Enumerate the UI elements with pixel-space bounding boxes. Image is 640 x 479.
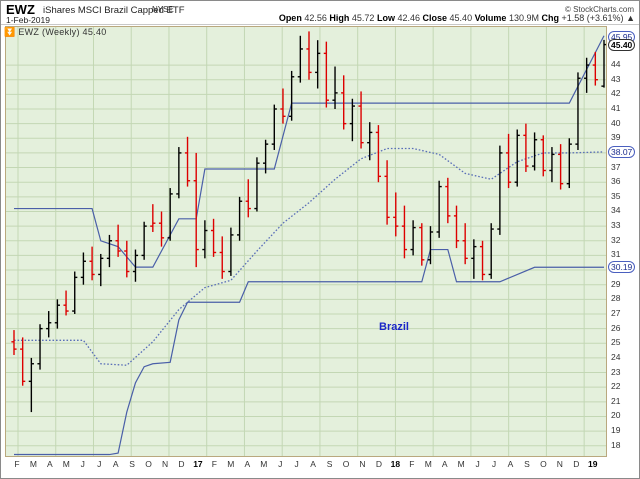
price-axis-tick: 41 xyxy=(611,102,621,113)
price-axis-value-box: 30.19 xyxy=(608,261,636,274)
change-up-arrow-icon: ▲ xyxy=(626,13,635,23)
ohlc-bar-icon: ⏬ xyxy=(4,28,16,38)
date-axis-month-label: J xyxy=(475,459,480,469)
source-attribution: © StockCharts.com xyxy=(564,5,634,14)
series-legend: ⏬ EWZ (Weekly) 45.40 xyxy=(4,27,107,38)
date-axis-month-label: S xyxy=(326,459,333,469)
date-axis-month-label: M xyxy=(62,459,70,469)
date-axis-month-label: F xyxy=(14,459,20,469)
price-axis-tick: 43 xyxy=(611,73,621,84)
price-axis-tick: 18 xyxy=(611,439,621,450)
volume-label: Volume xyxy=(474,13,507,23)
low-label: Low xyxy=(376,13,395,23)
high-label: High xyxy=(329,13,350,23)
date-axis-month-label: M xyxy=(260,459,268,469)
price-axis-tick: 44 xyxy=(611,59,621,70)
price-axis-tick: 36 xyxy=(611,176,621,187)
price-axis-tick: 21 xyxy=(611,395,621,406)
price-axis-tick: 35 xyxy=(611,190,621,201)
date-axis-month-label: A xyxy=(310,459,316,469)
date-axis-month-label: D xyxy=(178,459,185,469)
date-axis-month-label: A xyxy=(112,459,119,469)
price-axis-tick: 34 xyxy=(611,205,621,216)
price-axis-tick: 40 xyxy=(611,117,621,128)
date-axis-year-label: 19 xyxy=(588,459,598,469)
date-axis-month-label: O xyxy=(145,459,152,469)
date-axis-month-label: M xyxy=(457,459,465,469)
open-value: 42.56 xyxy=(304,13,327,23)
lower-step-line xyxy=(14,248,604,456)
price-axis-tick: 19 xyxy=(611,425,621,436)
date-axis-month-label: J xyxy=(294,459,299,469)
date-axis-month-label: S xyxy=(524,459,530,469)
date-axis-month-label: J xyxy=(491,459,497,469)
date-axis: F M A M J J A S O N D 17 F M A M J J A S O N D 18 F M A M J J A S O N D 19 xyxy=(5,459,607,477)
date-axis-month-label: D xyxy=(573,459,580,469)
price-axis-tick: 26 xyxy=(611,322,621,333)
date-axis-month-label: N xyxy=(556,459,563,469)
high-value: 45.72 xyxy=(351,13,375,23)
date-axis-month-label: J xyxy=(80,459,85,469)
price-axis-tick: 24 xyxy=(611,351,621,362)
volume-value: 130.9M xyxy=(508,13,539,23)
date-axis-month-label: A xyxy=(47,459,53,469)
price-axis-tick: 29 xyxy=(611,278,621,289)
date-axis-month-label: J xyxy=(278,459,283,469)
close-value: 45.40 xyxy=(449,13,473,23)
date-axis-month-label: O xyxy=(342,459,350,469)
quote-summary: Open 42.56 High 45.72 Low 42.46 Close 45… xyxy=(279,13,635,23)
low-value: 42.46 xyxy=(397,13,420,23)
date-axis-month-label: A xyxy=(507,459,514,469)
date-axis-month-label: N xyxy=(359,459,366,469)
price-axis-tick: 33 xyxy=(611,220,621,231)
date-axis-month-label: M xyxy=(424,459,432,469)
date-axis-month-label: F xyxy=(211,459,217,469)
price-plot-area[interactable] xyxy=(5,26,607,457)
chart-annotation-brazil: Brazil xyxy=(379,321,409,333)
exchange-label: NYSE xyxy=(152,5,174,14)
price-chart-svg xyxy=(6,27,606,456)
price-axis-tick: 28 xyxy=(611,293,621,304)
price-axis-value-box: 38.07 xyxy=(608,145,636,158)
ohlc-bars xyxy=(11,31,606,413)
price-axis-tick: 20 xyxy=(611,410,621,421)
date-axis-month-label: O xyxy=(540,459,547,469)
company-name: iShares MSCI Brazil Capped ETF xyxy=(43,5,185,16)
date-axis-month-label: M xyxy=(29,459,37,469)
price-axis-tick: 42 xyxy=(611,88,621,99)
price-axis-value-box: 45.40 xyxy=(608,38,636,51)
open-label: Open xyxy=(278,13,302,23)
quote-date: 1-Feb-2019 xyxy=(6,15,50,25)
change-value: +1.58 (+3.61%) xyxy=(561,13,624,23)
date-axis-month-label: A xyxy=(244,459,251,469)
date-axis-year-label: 17 xyxy=(193,459,203,469)
price-axis-tick: 31 xyxy=(611,249,621,260)
header-divider xyxy=(1,24,639,25)
price-axis-tick: 22 xyxy=(611,381,621,392)
price-axis-tick: 37 xyxy=(611,161,621,172)
date-axis-month-label: D xyxy=(375,459,382,469)
middle-dotted-line xyxy=(14,147,605,366)
price-axis-tick: 32 xyxy=(611,234,621,245)
price-axis-tick: 23 xyxy=(611,366,621,377)
change-label: Chg xyxy=(541,13,560,23)
chart-gridlines xyxy=(6,27,606,456)
date-axis-month-label: S xyxy=(129,459,135,469)
price-axis: 1819202122232425262728293031323334353637… xyxy=(608,26,639,457)
chart-header: EWZ iShares MSCI Brazil Capped ETF NYSE … xyxy=(1,1,639,25)
date-axis-year-label: 18 xyxy=(390,459,401,469)
date-axis-month-label: M xyxy=(227,459,235,469)
price-axis-tick: 25 xyxy=(611,337,621,348)
ticker-symbol: EWZ xyxy=(6,2,35,17)
series-legend-label: EWZ (Weekly) 45.40 xyxy=(18,27,107,37)
date-axis-month-label: J xyxy=(97,459,102,469)
close-label: Close xyxy=(422,13,448,23)
upper-step-line xyxy=(14,35,605,268)
date-axis-month-label: A xyxy=(441,459,448,469)
date-axis-month-label: F xyxy=(409,459,415,469)
price-axis-tick: 27 xyxy=(611,307,621,318)
price-axis-tick: 39 xyxy=(611,132,621,143)
date-axis-month-label: N xyxy=(161,459,169,469)
